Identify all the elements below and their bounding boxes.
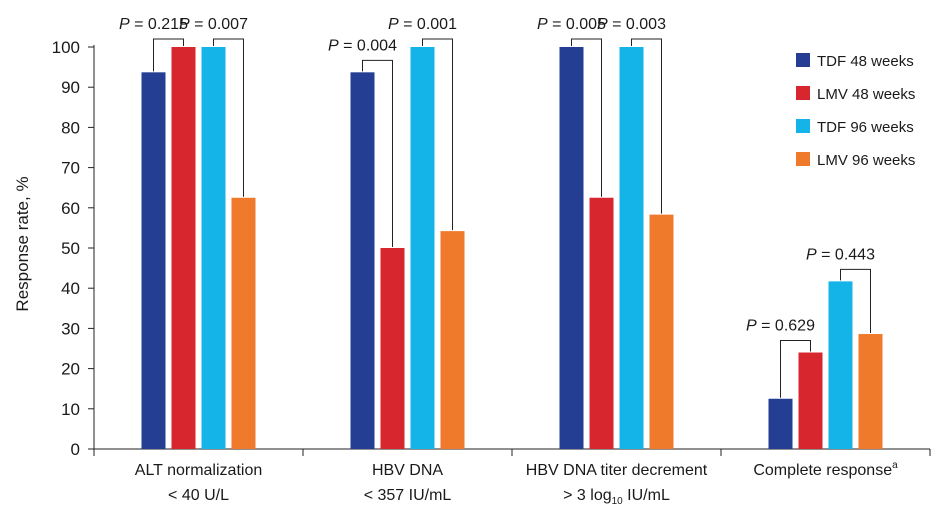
y-tick-label: 20 (61, 360, 80, 379)
p-value-bracket (422, 38, 453, 231)
category-label: HBV DNA (372, 462, 443, 479)
y-tick-label: 30 (61, 319, 80, 338)
category-labels: ALT normalization < 40 U/L HBV DNA < 357 IU… (135, 460, 898, 507)
bar-tdf-96-weeks (410, 47, 435, 449)
p-value-bracket (213, 38, 244, 197)
p-value-bracket (153, 38, 184, 72)
bar-lmv-96-weeks (858, 334, 883, 449)
p-value-label: P = 0.007 (179, 16, 248, 33)
category-label: Complete responsea (753, 460, 898, 479)
bar-tdf-96-weeks (619, 47, 644, 449)
p-value-label: P = 0.443 (806, 246, 875, 263)
bar-tdf-48-weeks (141, 72, 166, 450)
y-tick-label: 10 (61, 400, 80, 419)
bar-lmv-48-weeks (589, 197, 614, 449)
legend-label: LMV 96 weeks (817, 152, 915, 169)
p-value-label: P = 0.001 (388, 16, 457, 33)
category-sublabel: > 3 log10 IU/mL (563, 487, 670, 507)
category-sublabel: < 357 IU/mL (364, 487, 452, 504)
y-tick-label: 90 (61, 78, 80, 97)
p-value-bracket (840, 268, 871, 334)
p-value-label: P = 0.004 (328, 37, 397, 54)
p-value-label: P = 0.215 (119, 16, 188, 33)
category-label: ALT normalization (135, 462, 262, 479)
bar-tdf-48-weeks (768, 398, 793, 449)
y-axis-label: Response rate, % (13, 176, 32, 311)
bar-tdf-48-weeks (559, 47, 584, 449)
p-value-label: P = 0.005 (537, 16, 606, 33)
category-label: HBV DNA titer decrement (526, 462, 708, 479)
bar-tdf-48-weeks (350, 72, 375, 450)
p-value-bracket (780, 340, 811, 398)
axes: 0 10 20 30 40 50 60 70 80 90 100 (52, 38, 931, 459)
legend-label: TDF 96 weeks (817, 119, 914, 136)
p-value-label: P = 0.003 (597, 16, 666, 33)
legend-swatch (796, 119, 810, 133)
bar-tdf-96-weeks (828, 281, 853, 449)
p-value-bracket (571, 38, 602, 197)
p-value-bracket (631, 38, 662, 214)
y-tick-label: 100 (52, 38, 80, 57)
legend-swatch (796, 152, 810, 166)
legend-label: TDF 48 weeks (817, 53, 914, 70)
bar-tdf-96-weeks (201, 47, 226, 449)
bar-lmv-48-weeks (380, 248, 405, 449)
p-value-label: P = 0.629 (746, 318, 815, 335)
bars (141, 47, 883, 450)
legend-label: LMV 48 weeks (817, 86, 915, 103)
y-tick-label: 0 (71, 440, 80, 459)
legend-swatch (796, 86, 810, 100)
y-tick-label: 50 (61, 239, 80, 258)
bar-lmv-96-weeks (649, 214, 674, 449)
p-value-bracket (362, 59, 393, 247)
y-tick-label: 60 (61, 199, 80, 218)
bar-lmv-48-weeks (798, 352, 823, 449)
bar-lmv-96-weeks (231, 197, 256, 449)
bar-lmv-96-weeks (440, 231, 465, 449)
category-sublabel: < 40 U/L (168, 487, 229, 504)
y-tick-label: 40 (61, 279, 80, 298)
legend: TDF 48 weeks LMV 48 weeks TDF 96 weeks LMV … (796, 53, 915, 169)
legend-swatch (796, 53, 810, 67)
bar-lmv-48-weeks (171, 47, 196, 449)
y-tick-label: 80 (61, 118, 80, 137)
y-tick-label: 70 (61, 159, 80, 178)
